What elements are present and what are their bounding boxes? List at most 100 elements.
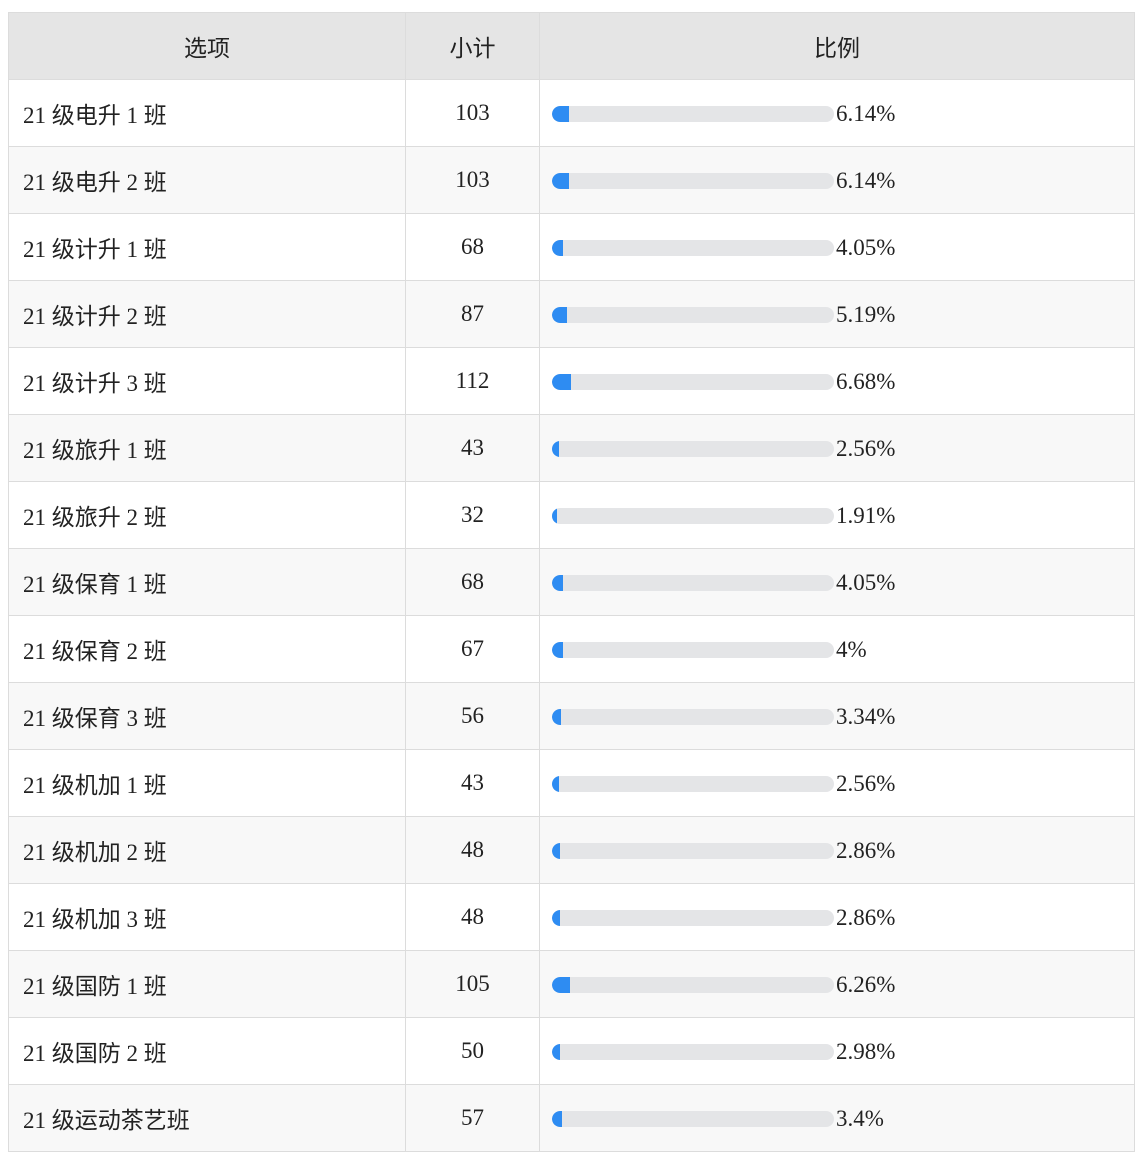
ratio-cell: 2.86% [539,883,1135,951]
bar-track [552,306,834,323]
ratio-cell: 3.4% [539,1084,1135,1152]
bar-track [552,641,834,658]
count-cell: 43 [405,414,540,482]
count-cell: 103 [405,79,540,147]
option-cell: 21 级旅升 1 班 [8,414,406,482]
header-cell: 比例 [539,12,1135,80]
bar-track [552,1043,834,1060]
table-body: 21 级电升 1 班 103 6.14% 21 级电升 2 班 103 6.14% 21 级… [8,79,1135,1152]
bar-fill [552,976,570,993]
bar-fill [552,1043,561,1060]
count-cell: 43 [405,749,540,817]
option-cell: 21 级机加 3 班 [8,883,406,951]
bar-track [552,440,834,457]
ratio-cell: 4.05% [539,548,1135,616]
option-cell: 21 级机加 1 班 [8,749,406,817]
count-cell: 67 [405,615,540,683]
count-cell: 48 [405,816,540,884]
bar-track [552,105,834,122]
row: 21 级保育 3 班 56 3.34% [8,682,1135,750]
option-cell: 21 级保育 2 班 [8,615,406,683]
ratio-cell: 5.19% [539,280,1135,348]
row: 21 级机加 2 班 48 2.86% [8,816,1135,884]
row: 21 级电升 2 班 103 6.14% [8,146,1135,214]
row: 21 级国防 1 班 105 6.26% [8,950,1135,1018]
count-cell: 68 [405,548,540,616]
bar-track [552,842,834,859]
bar-fill [552,306,567,323]
ratio-label: 6.68% [836,368,896,394]
bar-track [552,239,834,256]
ratio-label: 5.19% [836,301,896,327]
ratio-label: 2.56% [836,770,896,796]
ratio-cell: 3.34% [539,682,1135,750]
option-cell: 21 级运动茶艺班 [8,1084,406,1152]
bar-fill [552,507,558,524]
row: 21 级计升 1 班 68 4.05% [8,213,1135,281]
option-cell: 21 级计升 2 班 [8,280,406,348]
row: 21 级机加 3 班 48 2.86% [8,883,1135,951]
header-cell: 选项 [8,12,406,80]
results-table-wrap: 选项 小计 比例 21 级电升 1 班 103 6.14% 21 级电升 2 班 103… [8,12,1135,1152]
ratio-cell: 2.56% [539,749,1135,817]
ratio-label: 2.86% [836,904,896,930]
bar-fill [552,574,564,591]
bar-track [552,507,834,524]
ratio-cell: 6.26% [539,950,1135,1018]
ratio-label: 4.05% [836,569,896,595]
header-row: 选项 小计 比例 [8,12,1135,80]
ratio-cell: 4% [539,615,1135,683]
option-cell: 21 级国防 1 班 [8,950,406,1018]
bar-track [552,574,834,591]
bar-track [552,909,834,926]
ratio-label: 2.98% [836,1038,896,1064]
bar-track [552,373,834,390]
row: 21 级保育 2 班 67 4% [8,615,1135,683]
ratio-cell: 4.05% [539,213,1135,281]
ratio-cell: 2.56% [539,414,1135,482]
option-cell: 21 级保育 1 班 [8,548,406,616]
count-cell: 105 [405,950,540,1018]
bar-track [552,976,834,993]
bar-fill [552,1110,562,1127]
option-cell: 21 级计升 3 班 [8,347,406,415]
row: 21 级计升 2 班 87 5.19% [8,280,1135,348]
ratio-label: 4.05% [836,234,896,260]
count-cell: 32 [405,481,540,549]
bar-fill [552,239,564,256]
ratio-label: 3.4% [836,1105,884,1131]
ratio-label: 2.86% [836,837,896,863]
row: 21 级运动茶艺班 57 3.4% [8,1084,1135,1152]
ratio-label: 3.34% [836,703,896,729]
ratio-label: 6.26% [836,971,896,997]
bar-fill [552,641,564,658]
ratio-label: 4% [836,636,867,662]
option-cell: 21 级电升 1 班 [8,79,406,147]
row: 21 级旅升 1 班 43 2.56% [8,414,1135,482]
ratio-cell: 6.14% [539,146,1135,214]
row: 21 级计升 3 班 112 6.68% [8,347,1135,415]
bar-fill [552,105,570,122]
ratio-label: 6.14% [836,167,896,193]
count-cell: 56 [405,682,540,750]
bar-track [552,775,834,792]
row: 21 级国防 2 班 50 2.98% [8,1017,1135,1085]
count-cell: 50 [405,1017,540,1085]
count-cell: 87 [405,280,540,348]
bar-track [552,1110,834,1127]
row: 21 级旅升 2 班 32 1.91% [8,481,1135,549]
ratio-cell: 2.86% [539,816,1135,884]
count-cell: 112 [405,347,540,415]
header-cell: 小计 [405,12,540,80]
bar-fill [552,172,570,189]
bar-fill [552,440,560,457]
option-cell: 21 级机加 2 班 [8,816,406,884]
option-cell: 21 级国防 2 班 [8,1017,406,1085]
bar-fill [552,909,561,926]
ratio-label: 6.14% [836,100,896,126]
count-cell: 48 [405,883,540,951]
ratio-cell: 6.68% [539,347,1135,415]
row: 21 级保育 1 班 68 4.05% [8,548,1135,616]
option-cell: 21 级旅升 2 班 [8,481,406,549]
